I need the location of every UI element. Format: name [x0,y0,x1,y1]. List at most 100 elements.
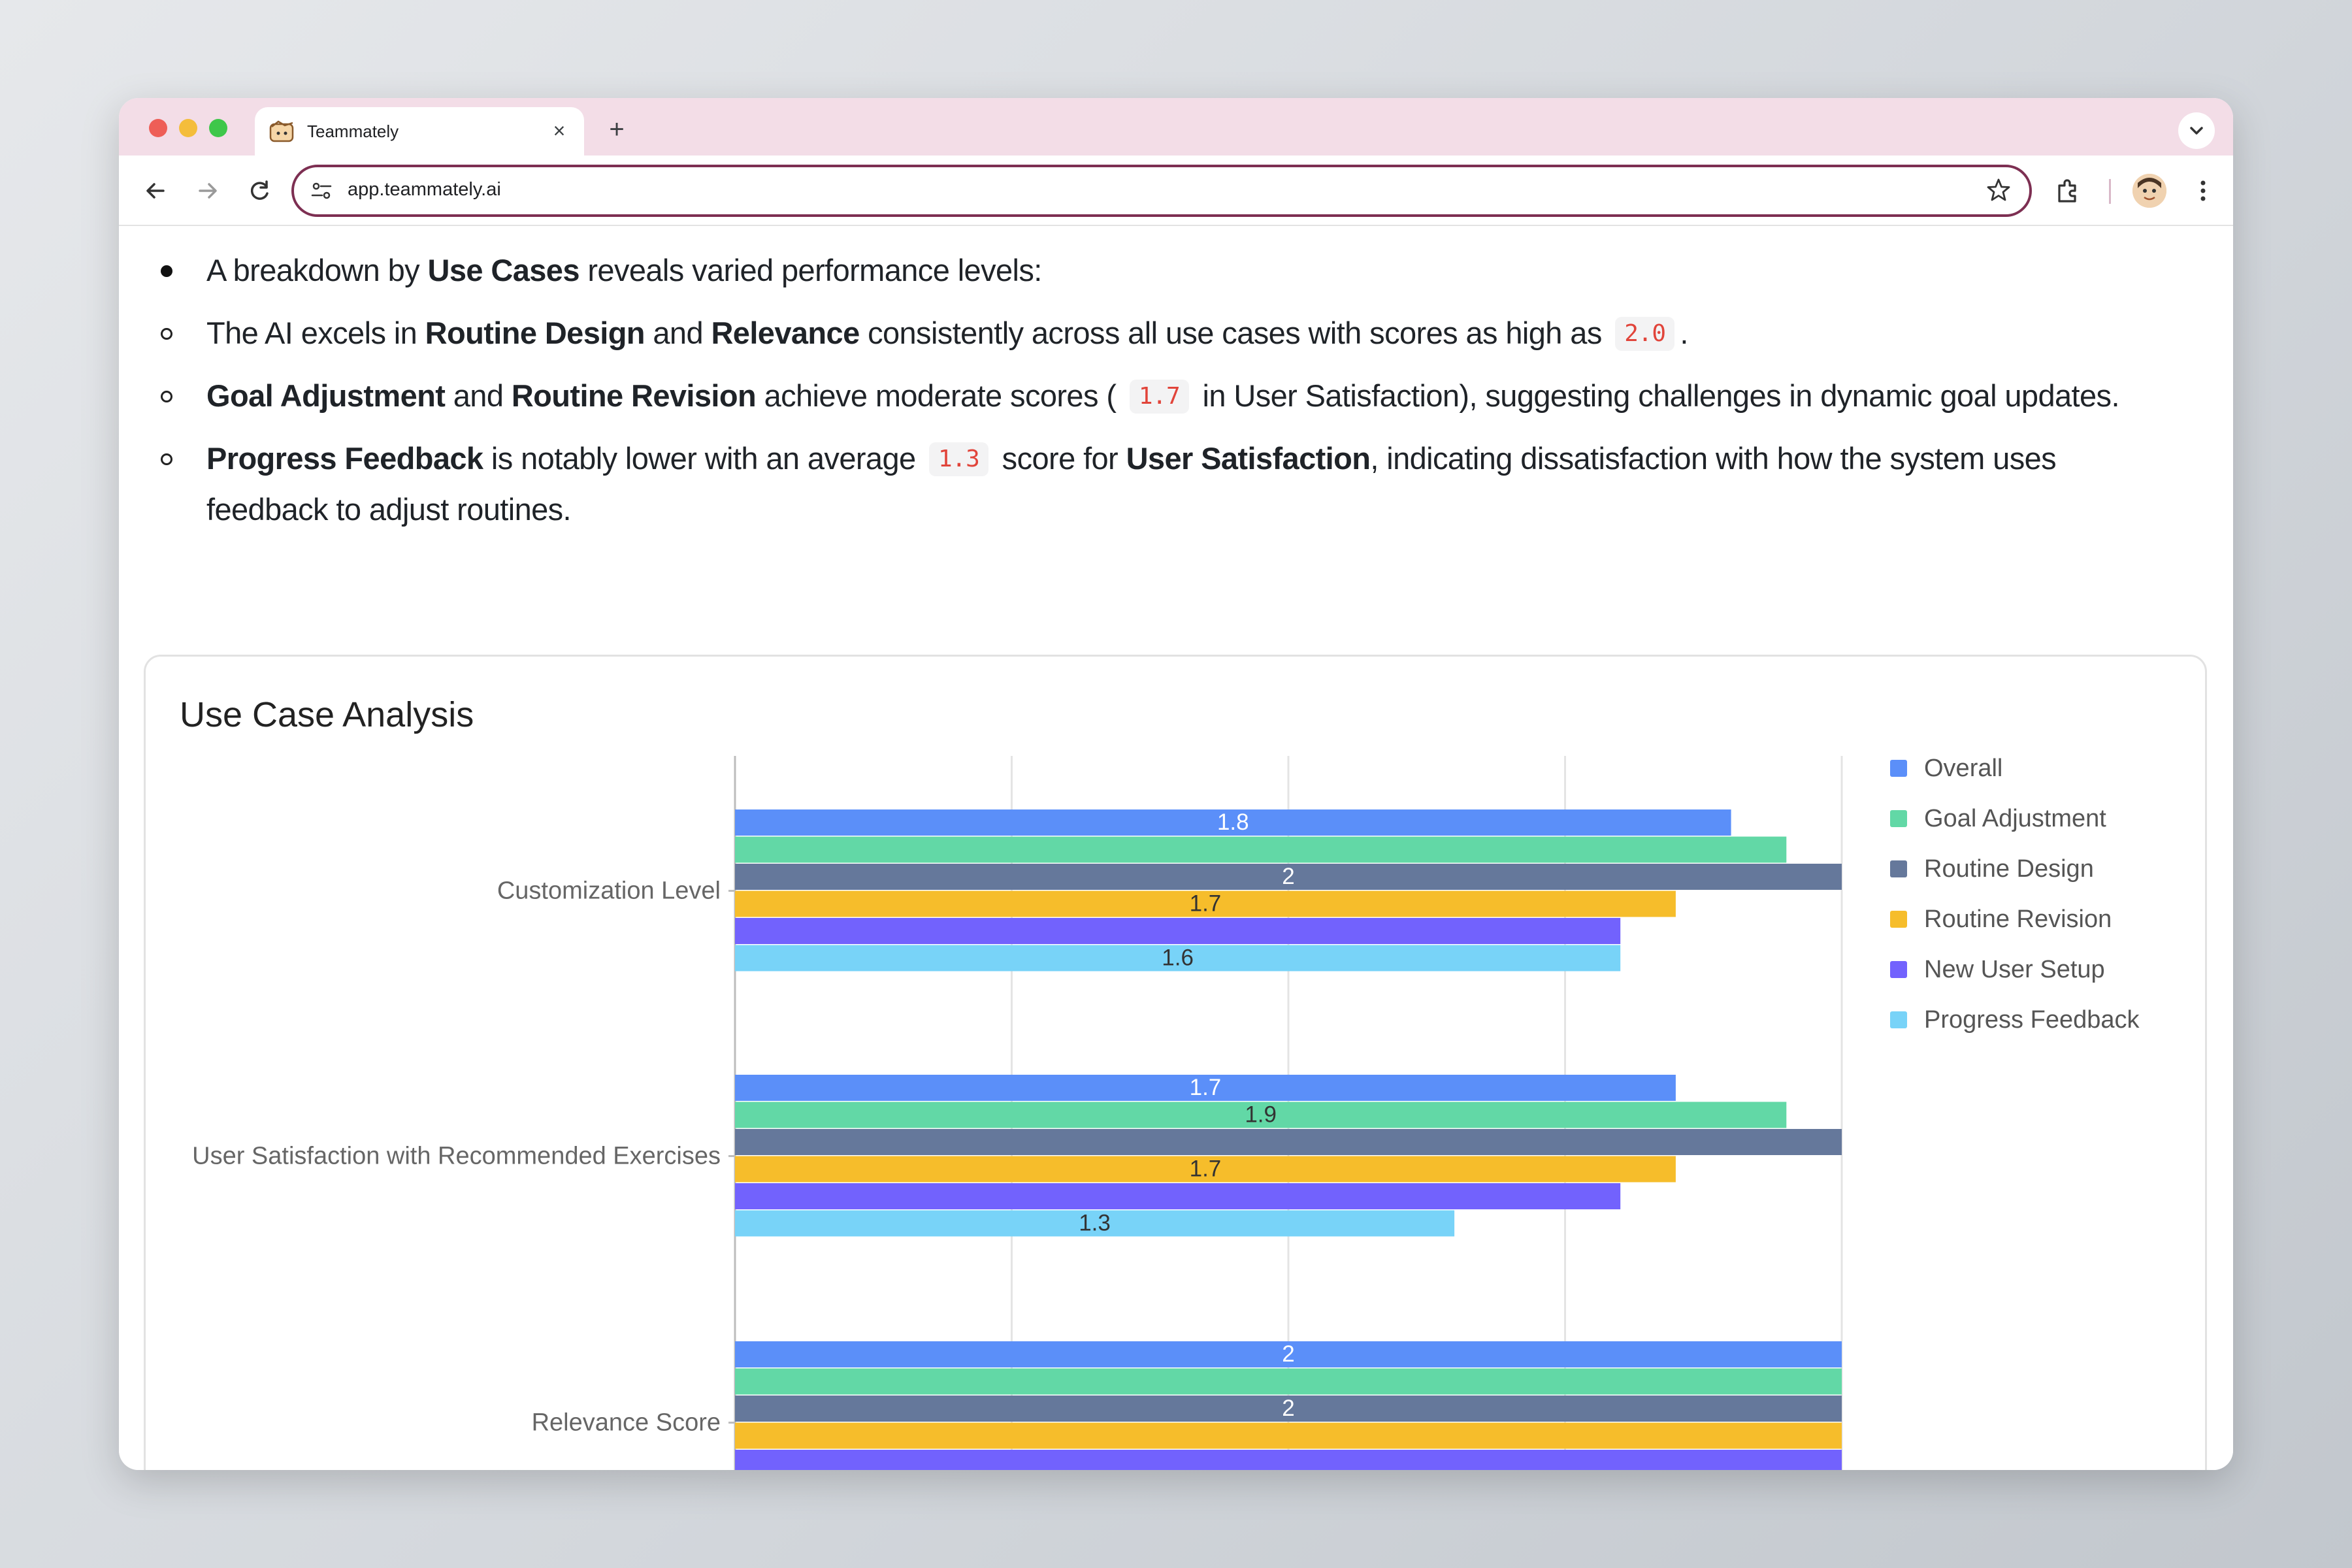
bullet-marker [161,453,172,465]
bar-chart: Customization Level 1.8 2 1.7 1.6 User Satisf… [192,756,1843,1470]
bold-term: Routine Design [425,316,645,350]
text-run: . [1680,316,1688,350]
bar-overall[interactable] [735,1341,1842,1367]
text-run: reveals varied performance levels: [579,253,1042,287]
maximize-window-button[interactable] [209,119,227,137]
chart-title: Use Case Analysis [180,695,474,734]
tab-strip: Teammately × + [119,98,2233,155]
bold-term: User Satisfaction [1126,441,1371,476]
legend-label: Routine Design [1924,855,2094,883]
legend-label: New User Setup [1924,956,2105,983]
text-run: in User Satisfaction), suggesting challe… [1194,378,2120,413]
chevron-down-icon [2190,127,2203,135]
minimize-window-button[interactable] [179,119,197,137]
bold-term: Relevance [711,316,860,350]
bullet-item: Progress Feedback is notably lower with … [161,440,2057,476]
bar-value-label: 1.7 [1190,1075,1222,1100]
bar-new-user-setup[interactable] [735,918,1621,944]
bold-term: Goal Adjustment [206,378,446,413]
text-run: A breakdown by [206,253,428,287]
extensions-puzzle-icon[interactable] [2053,175,2084,206]
text-run: and [644,316,711,350]
bullet-item: The AI excels in Routine Design and Rele… [161,315,1689,351]
bar-routine-revision[interactable] [735,1156,1676,1183]
text-run: consistently across all use cases with s… [859,316,1610,350]
legend-label: Overall [1924,755,2003,782]
legend-swatch [1890,1011,1907,1028]
bar-value-label: 1.6 [1162,945,1194,971]
browser-window: Teammately × + app.teammat [119,98,2233,1470]
bar-routine-design[interactable] [735,864,1842,890]
toolbar-divider [2109,179,2111,204]
tab-teammately[interactable]: Teammately × [255,107,584,155]
legend-swatch [1890,760,1907,777]
legend-swatch [1890,810,1907,827]
bullet-marker [161,328,172,340]
chart-card: Use Case Analysis Customization Level 1.8… [144,655,2207,1470]
teammately-favicon-icon [269,120,294,142]
forward-arrow-icon[interactable] [192,175,223,206]
profile-avatar[interactable] [2132,174,2166,208]
site-settings-icon[interactable] [308,178,335,204]
legend-swatch [1890,961,1907,978]
text-run: score for [994,441,1126,476]
bar-value-label: 2 [1282,864,1294,889]
more-menu-icon[interactable] [2187,175,2219,206]
bullet-item: Goal Adjustment and Routine Revision ach… [161,378,2120,414]
legend-swatch [1890,860,1907,877]
category-label: Relevance Score [532,1409,721,1437]
text-run: is notably lower with an average [483,441,924,476]
bar-goal-adjustment[interactable] [735,1102,1787,1128]
text-run: feedback to adjust routines. [206,492,572,527]
score-chip: 1.3 [928,442,989,476]
bar-value-label: 1.9 [1245,1102,1277,1128]
category-label: Customization Level [497,877,721,905]
bar-value-label: 1.7 [1190,891,1222,917]
close-window-button[interactable] [149,119,167,137]
back-arrow-icon[interactable] [140,175,171,206]
bullet-marker [161,391,172,402]
bar-new-user-setup[interactable] [735,1183,1621,1209]
avatar-icon [2132,174,2166,208]
bar-goal-adjustment[interactable] [735,1368,1842,1395]
url-text[interactable]: app.teammately.ai [348,179,501,200]
bar-routine-design[interactable] [735,1129,1842,1155]
bullet-item: feedback to adjust routines. [206,491,572,527]
score-chip: 1.7 [1129,380,1190,414]
new-tab-button[interactable]: + [609,115,625,144]
bar-new-user-setup[interactable] [735,1450,1842,1470]
text-run: The AI excels in [206,316,425,350]
bar-value-label: 1.7 [1190,1156,1222,1182]
bar-goal-adjustment[interactable] [735,836,1787,863]
bar-value-label: 1.3 [1079,1211,1111,1236]
bar-progress-feedback[interactable] [735,1210,1455,1237]
bar-overall[interactable] [735,809,1731,836]
address-bar[interactable]: app.teammately.ai [291,165,2032,217]
text-run: achieve moderate scores ( [756,378,1124,413]
page-content: A breakdown by Use Cases reveals varied … [119,226,2233,1470]
tab-title: Teammately [307,122,399,141]
bullet-item: A breakdown by Use Cases reveals varied … [161,252,1042,288]
bar-progress-feedback[interactable] [735,945,1621,972]
category-label: User Satisfaction with Recommended Exerc… [192,1143,721,1170]
bold-term: Use Cases [427,253,580,287]
text-run: and [445,378,512,413]
reload-icon[interactable] [244,175,276,206]
legend-label: Goal Adjustment [1924,805,2106,832]
bar-value-label: 2 [1282,1396,1294,1421]
browser-toolbar: app.teammately.ai [119,155,2233,226]
bar-value-label: 2 [1282,1341,1294,1367]
bar-routine-revision[interactable] [735,1422,1842,1449]
text-run: , indicating dissatisfaction with how th… [1370,441,2057,476]
bold-term: Routine Revision [511,378,757,413]
bar-value-label: 1.8 [1217,809,1249,835]
bold-term: Progress Feedback [206,441,483,476]
tab-close-icon[interactable]: × [553,119,566,142]
tab-search-button[interactable] [2178,112,2215,149]
bullet-marker [161,265,172,277]
score-chip: 2.0 [1615,317,1675,351]
bar-overall[interactable] [735,1075,1676,1101]
bookmark-star-icon[interactable] [1985,176,2012,204]
bar-routine-revision[interactable] [735,890,1676,917]
bar-routine-design[interactable] [735,1396,1842,1422]
